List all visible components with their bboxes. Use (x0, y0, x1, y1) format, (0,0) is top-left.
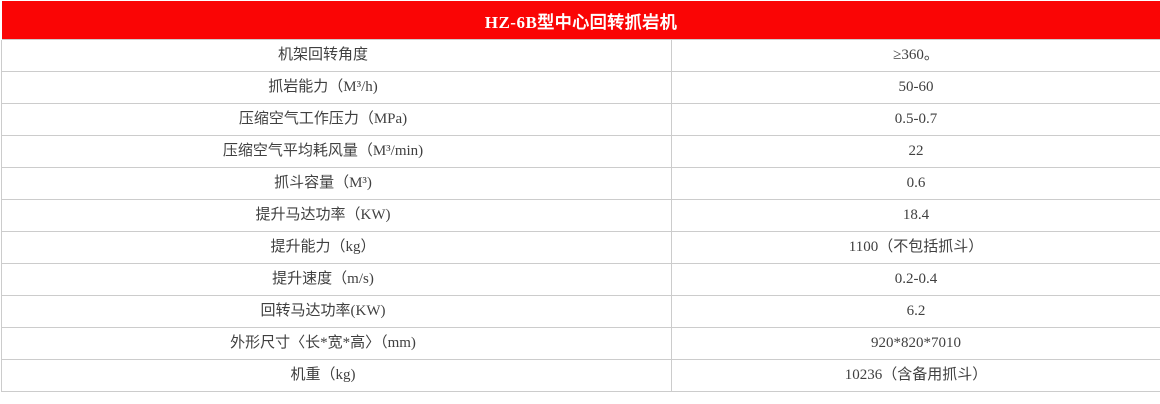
table-title: HZ-6B型中心回转抓岩机 (0, 0, 1160, 40)
spec-label: 提升速度（m/s) (0, 263, 672, 296)
spec-row: 压缩空气平均耗风量（M³/min) 22 (0, 135, 1160, 168)
title-row: HZ-6B型中心回转抓岩机 (0, 0, 1160, 40)
spec-label: 压缩空气工作压力（MPa) (0, 103, 672, 136)
spec-row: 机架回转角度 ≥360。 (0, 39, 1160, 72)
spec-row: 机重（kg) 10236（含备用抓斗） (0, 359, 1160, 392)
spec-label: 机重（kg) (0, 359, 672, 392)
spec-value: 0.5-0.7 (670, 103, 1160, 136)
spec-label: 回转马达功率(KW) (0, 295, 672, 328)
spec-label: 抓斗容量（M³) (0, 167, 672, 200)
spec-value: 50-60 (670, 71, 1160, 104)
spec-label: 外形尺寸〈长*宽*高〉（mm) (0, 327, 672, 360)
spec-row: 抓岩能力（M³/h) 50-60 (0, 71, 1160, 104)
spec-value: 18.4 (670, 199, 1160, 232)
spec-row: 提升马达功率（KW) 18.4 (0, 199, 1160, 232)
spec-row: 回转马达功率(KW) 6.2 (0, 295, 1160, 328)
spec-value: 22 (670, 135, 1160, 168)
spec-label: 机架回转角度 (0, 39, 672, 72)
spec-row: 外形尺寸〈长*宽*高〉（mm) 920*820*7010 (0, 327, 1160, 360)
spec-row: 提升速度（m/s) 0.2-0.4 (0, 263, 1160, 296)
spec-value: 920*820*7010 (670, 327, 1160, 360)
spec-value: 0.6 (670, 167, 1160, 200)
spec-value: 1100（不包括抓斗） (670, 231, 1160, 264)
spec-label: 提升能力（kg） (0, 231, 672, 264)
spec-table: HZ-6B型中心回转抓岩机 机架回转角度 ≥360。 抓岩能力（M³/h) 50… (0, 0, 1160, 392)
spec-label: 压缩空气平均耗风量（M³/min) (0, 135, 672, 168)
spec-row: 抓斗容量（M³) 0.6 (0, 167, 1160, 200)
spec-row: 提升能力（kg） 1100（不包括抓斗） (0, 231, 1160, 264)
table-header: HZ-6B型中心回转抓岩机 (0, 0, 1160, 40)
spec-label: 抓岩能力（M³/h) (0, 71, 672, 104)
spec-label: 提升马达功率（KW) (0, 199, 672, 232)
spec-value: ≥360。 (670, 39, 1160, 72)
spec-value: 0.2-0.4 (670, 263, 1160, 296)
spec-row: 压缩空气工作压力（MPa) 0.5-0.7 (0, 103, 1160, 136)
spec-value: 10236（含备用抓斗） (670, 359, 1160, 392)
spec-value: 6.2 (670, 295, 1160, 328)
spec-table-body: 机架回转角度 ≥360。 抓岩能力（M³/h) 50-60 压缩空气工作压力（M… (0, 39, 1160, 392)
